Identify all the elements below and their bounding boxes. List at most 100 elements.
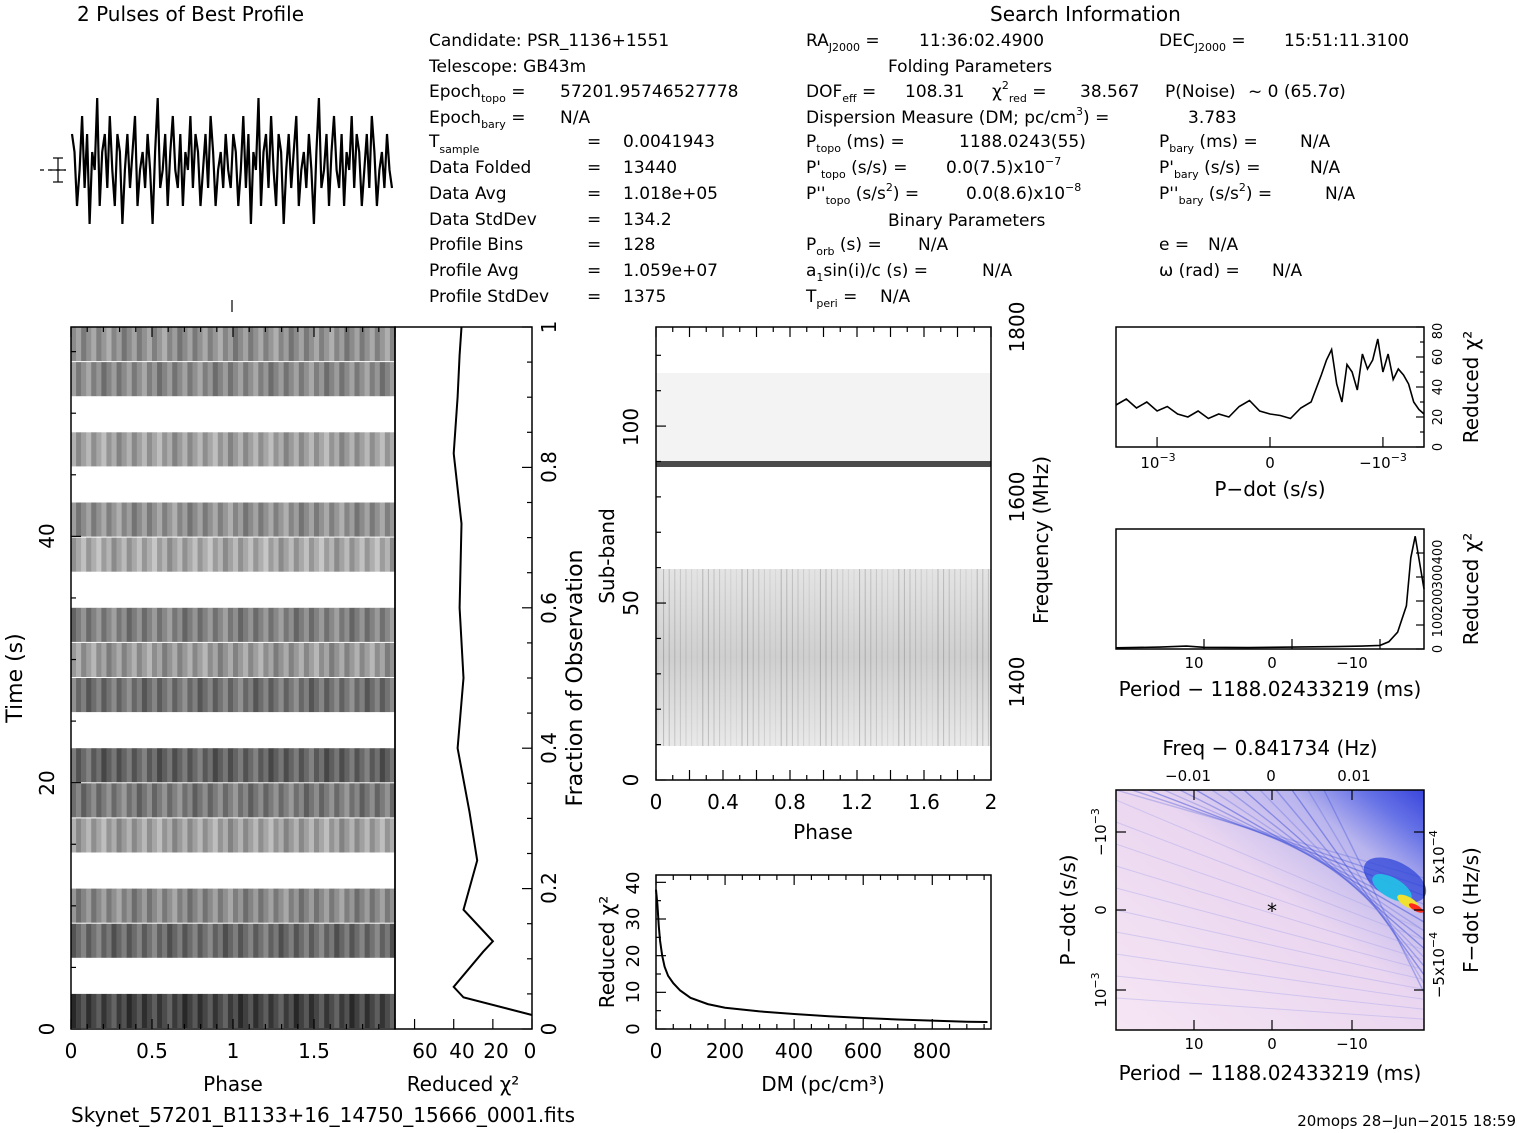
time-phase-cell — [207, 537, 214, 572]
p-orb-value: N/A — [918, 235, 948, 255]
time-phase-cell — [334, 678, 340, 713]
time-phase-cell — [379, 537, 386, 572]
time-phase-cell — [349, 783, 355, 818]
time-phase-cell — [293, 993, 300, 1028]
time-phase-cell — [253, 993, 259, 1028]
time-phase-rows — [71, 327, 396, 1028]
pddot-topo-label: P''topo (s/s2) = — [806, 181, 919, 207]
time-phase-cell — [369, 993, 376, 1028]
time-phase-cell — [76, 502, 82, 537]
time-phase-cell — [162, 502, 168, 537]
time-phase-cell — [369, 888, 376, 923]
time-phase-cell — [268, 327, 274, 362]
chi2-label: χ2red = — [992, 79, 1047, 105]
time-phase-cell — [308, 888, 315, 923]
subband-xtick-4: 1.6 — [908, 790, 940, 814]
ppdot-plane-panel: * Freq − 0.841734 (Hz) −0.01 0 0.01 10 0… — [1056, 736, 1483, 1085]
time-phase-cell — [243, 818, 249, 853]
time-phase-cell — [298, 678, 305, 713]
time-phase-cell — [374, 607, 381, 642]
time-phase-cell — [192, 432, 198, 467]
ppdot-streak — [1115, 865, 1425, 961]
time-phase-cell — [202, 642, 208, 677]
time-phase-cell — [283, 642, 289, 677]
time-phase-cell — [217, 748, 224, 783]
time-phase-cell — [126, 607, 133, 642]
time-phase-cell — [314, 678, 320, 713]
time-phase-cell — [86, 327, 92, 362]
time-phase-cell — [243, 678, 249, 713]
time-phase-cell — [379, 432, 386, 467]
time-phase-cell — [349, 502, 355, 537]
time-phase-cell — [359, 783, 365, 818]
time-phase-cell — [253, 678, 259, 713]
time-phase-cell — [248, 327, 254, 362]
ppdot-streak — [1307, 789, 1425, 984]
epoch-bary-value: N/A — [560, 108, 590, 128]
time-phase-cell — [146, 888, 153, 923]
time-phase-cell — [278, 537, 284, 572]
time-phase-cell — [288, 502, 295, 537]
time-phase-cell — [121, 678, 127, 713]
time-phase-cell — [389, 642, 396, 677]
time-phase-cell — [293, 327, 300, 362]
time-phase-cell — [374, 783, 381, 818]
time-phase-cell — [263, 607, 269, 642]
ppdot-streak — [1115, 887, 1425, 971]
time-phase-cell — [182, 642, 188, 677]
time-phase-cell — [293, 748, 300, 783]
time-phase-row — [71, 327, 396, 362]
time-phase-cell — [177, 642, 183, 677]
time-phase-cell — [288, 327, 295, 362]
time-phase-cell — [76, 923, 82, 958]
time-phase-cell — [364, 888, 370, 923]
time-phase-cell — [258, 748, 264, 783]
time-phase-cell — [233, 818, 239, 853]
time-phase-cell — [273, 783, 279, 818]
time-phase-cell — [359, 607, 365, 642]
dm-ytick-1: 10 — [623, 981, 644, 1004]
pdot-xtick-1: 0 — [1265, 454, 1275, 472]
time-phase-cell — [248, 502, 254, 537]
search-info: RAJ2000 = 11:36:02.4900 DECJ2000 = 15:51… — [805, 31, 1409, 310]
time-phase-cell — [96, 993, 102, 1028]
data-stddev-label: Data StdDev — [429, 210, 537, 230]
time-phase-cell — [248, 993, 254, 1028]
time-phase-cell — [86, 993, 92, 1028]
time-phase-cell — [101, 362, 107, 397]
time-phase-cell — [126, 783, 133, 818]
time-phase-cell — [227, 362, 234, 397]
time-phase-cell — [258, 327, 264, 362]
time-phase-cell — [167, 678, 173, 713]
time-chi2-xlabel: Reduced χ² — [407, 1072, 520, 1096]
time-phase-cell — [379, 888, 386, 923]
time-phase-cell — [146, 537, 153, 572]
time-phase-cell — [308, 502, 315, 537]
time-phase-row — [71, 537, 396, 572]
time-phase-cell — [202, 923, 208, 958]
time-phase-cell — [212, 502, 219, 537]
pddot-topo-value: 0.0(8.6)x10−8 — [966, 181, 1081, 204]
time-phase-cell — [126, 362, 133, 397]
time-phase-cell — [96, 923, 102, 958]
time-phase-cell — [111, 678, 117, 713]
time-phase-cell — [172, 783, 178, 818]
time-phase-cell — [389, 327, 396, 362]
time-phase-cell — [152, 432, 158, 467]
time-phase-cell — [126, 537, 133, 572]
dm-ylabel: Reduced χ² — [595, 896, 619, 1009]
time-phase-cell — [319, 923, 325, 958]
time-phase-cell — [157, 888, 163, 923]
chi2-value: 38.567 — [1080, 82, 1139, 102]
period-xtick-1: 0 — [1267, 654, 1277, 672]
time-phase-cell — [217, 783, 224, 818]
time-phase-cell — [314, 993, 320, 1028]
time-phase-cell — [293, 432, 300, 467]
pdot-xtick-2: −10−3 — [1359, 451, 1407, 472]
time-phase-cell — [369, 362, 376, 397]
time-phase-cell — [172, 502, 178, 537]
ppdot-x2tick-1: 0 — [1266, 767, 1276, 785]
ppdot-x2tick-2: 0.01 — [1337, 767, 1370, 785]
time-phase-cell — [319, 607, 325, 642]
